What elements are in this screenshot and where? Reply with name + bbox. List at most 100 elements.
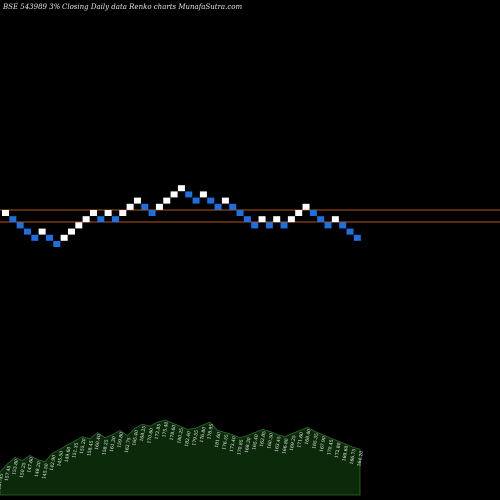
- volume-value-label: 148.20: [34, 461, 43, 478]
- volume-value-label: 170.60: [146, 427, 155, 444]
- volume-value-label: 150.25: [19, 462, 28, 479]
- renko-brick-up: [163, 197, 171, 204]
- renko-brick-up: [119, 210, 127, 216]
- volume-value-label: 176.80: [199, 426, 208, 443]
- renko-brick-up: [126, 203, 134, 210]
- volume-value-label: 160.40: [94, 434, 103, 451]
- renko-brick-down: [97, 216, 105, 223]
- renko-brick-down: [141, 203, 149, 210]
- renko-brick-up: [177, 185, 185, 192]
- volume-value-label: 142.90: [49, 455, 58, 472]
- volume-value-label: 157.45: [4, 465, 13, 482]
- renko-brick-up: [89, 210, 97, 216]
- renko-brick-up: [82, 216, 90, 223]
- volume-value-label: 170.85: [236, 439, 245, 456]
- volume-value-label: 169.60: [341, 445, 350, 462]
- volume-value-label: 173.40: [229, 436, 238, 453]
- renko-brick-down: [229, 203, 237, 210]
- renko-brick-up: [258, 216, 266, 223]
- volume-value-label: 166.80: [281, 438, 290, 455]
- volume-value-label: 147.60: [26, 457, 35, 474]
- volume-value-label: 180.25: [176, 427, 185, 444]
- chart-subtitle-label: Closing Daily data Renko charts MunafaSu…: [62, 3, 242, 11]
- volume-value-label: 172.80: [334, 442, 343, 459]
- renko-brick-up: [331, 216, 339, 223]
- renko-brick-up: [287, 216, 295, 223]
- volume-value-label: 163.45: [274, 436, 283, 453]
- volume-value-label: 169.25: [289, 435, 298, 452]
- renko-brick-down: [45, 234, 53, 241]
- volume-value-label: 165.40: [131, 430, 140, 447]
- renko-brick-up: [273, 216, 281, 223]
- volume-value-label: 157.45: [0, 473, 5, 490]
- renko-brick-up: [295, 210, 303, 216]
- volume-value-label: 160.30: [266, 433, 275, 450]
- volume-value-label: 145.50: [41, 463, 50, 480]
- volume-value-label: 167.90: [319, 436, 328, 453]
- renko-brick-down: [16, 222, 24, 229]
- volume-value-label: 162.85: [259, 431, 268, 448]
- volume-value-label: 159.80: [116, 432, 125, 449]
- renko-brick-down: [9, 216, 17, 223]
- volume-value-label: 182.40: [184, 431, 193, 448]
- volume-value-label: 179.55: [191, 430, 200, 447]
- volume-value-label: 165.35: [311, 433, 320, 450]
- renko-brick-down: [207, 197, 215, 204]
- renko-brick-up: [75, 222, 83, 229]
- renko-brick-down: [346, 228, 354, 235]
- chart-symbol-label: BSE 543989 3%: [2, 3, 61, 11]
- volume-value-label: 181.60: [214, 432, 223, 449]
- volume-value-label: 161.30: [109, 436, 118, 453]
- volume-value-label: 153.80: [11, 459, 20, 476]
- renko-brick-down: [214, 203, 222, 210]
- renko-brick-up: [302, 203, 310, 210]
- renko-brick-up: [170, 191, 178, 198]
- renko-brick-up: [60, 234, 68, 241]
- renko-brick-up: [104, 210, 112, 216]
- renko-brick-up: [133, 197, 141, 204]
- renko-brick-up: [199, 191, 207, 198]
- renko-brick-down: [111, 216, 119, 223]
- volume-value-label: 155.20: [79, 438, 88, 455]
- renko-brick-down: [339, 222, 347, 229]
- volume-value-label: 170.45: [326, 439, 335, 456]
- renko-bricks: [2, 185, 361, 247]
- renko-brick-down: [53, 241, 61, 247]
- volume-value-label: 151.35: [71, 442, 80, 459]
- renko-brick-up: [155, 203, 163, 210]
- volume-value-label: 175.40: [161, 421, 170, 438]
- volume-value-label: 158.25: [101, 439, 110, 456]
- renko-brick-up: [38, 228, 46, 235]
- renko-brick-up: [2, 210, 9, 216]
- renko-brick-down: [280, 222, 288, 229]
- volume-value-label: 165.40: [251, 434, 260, 451]
- renko-brick-down: [265, 222, 273, 229]
- renko-brick-down: [236, 210, 244, 216]
- volume-value-label: 178.95: [206, 423, 215, 440]
- renko-brick-down: [324, 222, 332, 229]
- volume-value-label: 178.60: [169, 424, 178, 441]
- volume-value-label: 145.50: [56, 450, 65, 467]
- volume-value-label: 168.30: [244, 437, 253, 454]
- volume-value-label: 171.60: [296, 432, 305, 449]
- volume-area: [0, 419, 361, 496]
- volume-value-label: 158.45: [86, 440, 95, 457]
- volume-value-label: 164.20: [356, 450, 365, 467]
- volume-value-label: 168.40: [304, 428, 313, 445]
- renko-brick-down: [148, 210, 156, 216]
- volume-value-label: 162.75: [124, 437, 133, 454]
- renko-brick-down: [192, 197, 200, 204]
- renko-brick-down: [317, 216, 325, 223]
- volume-value-label: 168.25: [139, 425, 148, 442]
- volume-value-label: 166.75: [349, 448, 358, 465]
- renko-brick-down: [243, 216, 251, 223]
- renko-brick-down: [31, 234, 39, 241]
- renko-brick-down: [185, 191, 193, 198]
- volume-value-label: 149.60: [64, 446, 73, 463]
- renko-brick-up: [221, 197, 229, 204]
- renko-brick-up: [67, 228, 75, 235]
- renko-brick-down: [309, 210, 317, 216]
